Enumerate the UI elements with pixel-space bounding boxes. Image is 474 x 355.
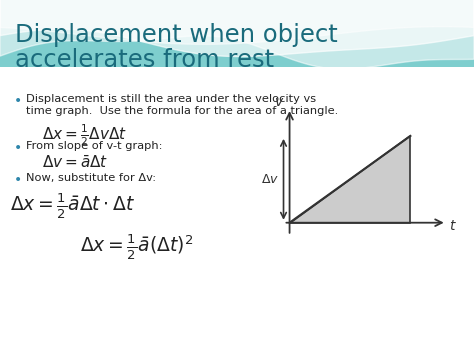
Text: t: t (449, 219, 455, 233)
FancyBboxPatch shape (0, 67, 474, 355)
Text: Displacement is still the area under the velocity vs: Displacement is still the area under the… (26, 94, 316, 104)
Text: v: v (274, 94, 283, 109)
Text: $\Delta x = \frac{1}{2} \Delta v \Delta t$: $\Delta x = \frac{1}{2} \Delta v \Delta … (42, 122, 127, 148)
Polygon shape (290, 136, 410, 223)
Text: From slope of v-t graph:: From slope of v-t graph: (26, 141, 163, 151)
Text: $\Delta x = \frac{1}{2} \bar{a} \Delta t \cdot \Delta t$: $\Delta x = \frac{1}{2} \bar{a} \Delta t… (10, 192, 135, 222)
Text: $\Delta v = \bar{a} \Delta t$: $\Delta v = \bar{a} \Delta t$ (42, 155, 109, 171)
Text: •: • (14, 173, 22, 187)
Text: •: • (14, 94, 22, 108)
Text: $\Delta x = \frac{1}{2} \bar{a} (\Delta t)^2$: $\Delta x = \frac{1}{2} \bar{a} (\Delta … (80, 233, 193, 262)
Text: Now, substitute for Δv:: Now, substitute for Δv: (26, 173, 156, 183)
Text: Displacement when object: Displacement when object (15, 23, 338, 47)
FancyBboxPatch shape (0, 0, 474, 71)
Text: •: • (14, 141, 22, 155)
Text: accelerates from rest: accelerates from rest (15, 48, 274, 72)
Text: $\Delta v$: $\Delta v$ (261, 173, 279, 186)
Text: time graph.  Use the formula for the area of a triangle.: time graph. Use the formula for the area… (26, 106, 338, 116)
